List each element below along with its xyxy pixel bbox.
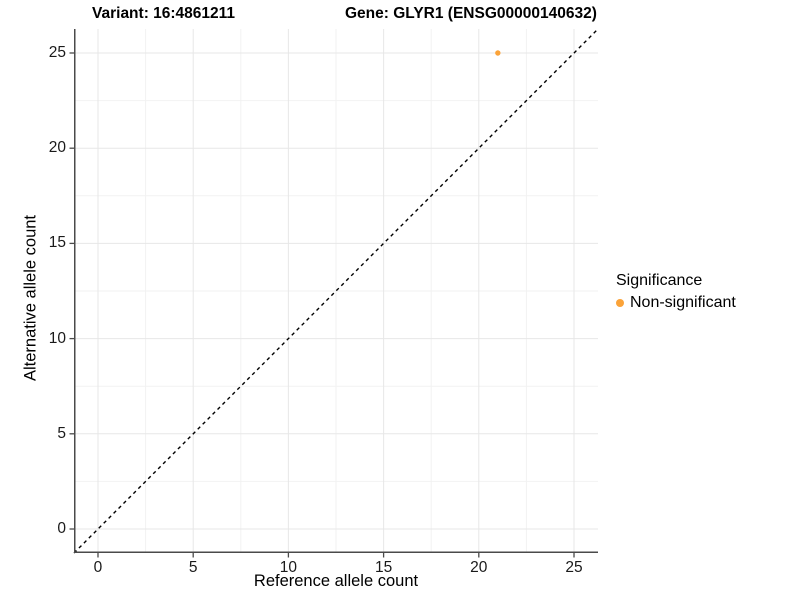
legend-point-icon [616, 299, 624, 307]
x-tick-label: 5 [188, 559, 198, 576]
plot-title-variant: Variant: 16:4861211 [92, 5, 236, 22]
legend-item-non-significant: Non-significant [616, 294, 736, 312]
x-axis-title: Reference allele count [253, 572, 419, 590]
legend-item-label: Non-significant [630, 294, 736, 311]
y-tick-label: 0 [57, 520, 66, 537]
plot-title-gene: Gene: GLYR1 (ENSG00000140632) [345, 5, 597, 22]
x-axis-tick-labels: 0 5 10 15 20 25 [74, 559, 598, 579]
identity-reference-line [73, 28, 599, 554]
x-tick-label: 20 [470, 559, 488, 576]
legend: Significance Non-significant [616, 271, 736, 312]
plot-panel [69, 28, 599, 558]
y-axis-tick-labels: 0 5 10 15 20 25 [0, 29, 66, 553]
x-tick-label: 25 [565, 559, 583, 576]
data-point [495, 50, 501, 56]
x-tick-label: 0 [93, 559, 103, 576]
y-tick-label: 5 [57, 424, 66, 442]
y-tick-label: 20 [48, 139, 66, 157]
x-tick-label: 15 [374, 559, 393, 576]
y-tick-label: 10 [48, 329, 66, 347]
y-tick-label: 25 [48, 43, 66, 61]
legend-title: Significance [616, 272, 703, 289]
x-tick-label: 10 [279, 559, 298, 576]
y-tick-label: 15 [48, 234, 66, 252]
